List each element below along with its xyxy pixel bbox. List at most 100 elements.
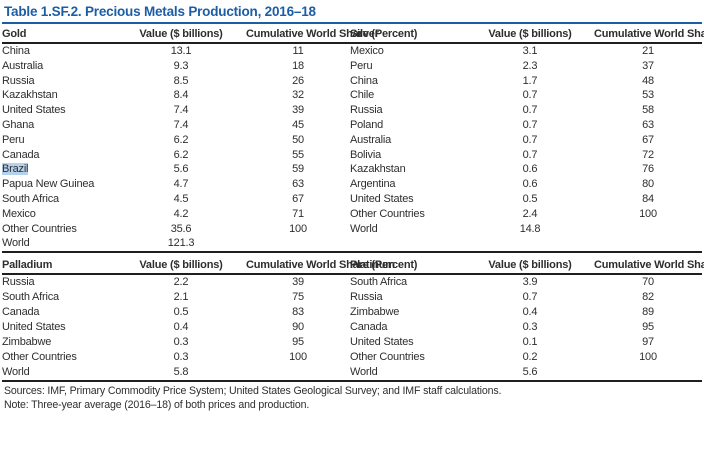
value-cell: 0.7 [466, 133, 594, 148]
share-cell: 70 [594, 274, 702, 290]
share-cell [594, 222, 702, 237]
country-cell: Zimbabwe [350, 305, 466, 320]
share-label: 50 [292, 133, 304, 146]
gold-silver-table: Gold Value ($ billions) Cumulative World… [2, 24, 704, 254]
share-label: 89 [642, 306, 654, 319]
table-row: Russia 2.2 39 South Africa 3.9 70 [2, 274, 702, 290]
country-cell: China [350, 74, 466, 89]
country-label: Peru [350, 59, 373, 72]
country-label: Chile [350, 89, 375, 102]
country-cell: Russia [2, 274, 116, 290]
value-label: 0.3 [173, 336, 189, 349]
value-cell: 2.4 [466, 207, 594, 222]
value-label: 0.5 [522, 192, 538, 205]
country-label: Zimbabwe [2, 336, 52, 349]
value-label: 0.5 [173, 306, 189, 319]
share-label: 67 [642, 133, 654, 146]
country-label: Canada [350, 321, 388, 334]
value-label: 13.1 [170, 45, 192, 57]
table-row: World 121.3 [2, 236, 702, 252]
value-cell: 0.3 [466, 320, 594, 335]
share-label: 95 [292, 336, 304, 349]
share-label: 82 [642, 291, 654, 304]
share-label: 100 [289, 351, 307, 364]
value-label: 5.6 [522, 366, 538, 379]
value-label: 0.4 [173, 321, 189, 334]
value-cell: 0.5 [116, 305, 246, 320]
value-label: 7.4 [173, 104, 189, 117]
country-label: Argentina [350, 178, 396, 191]
share-cell: 50 [246, 133, 350, 148]
value-cell: 14.8 [466, 222, 594, 237]
share-label: 71 [292, 207, 304, 220]
value-label: 4.5 [173, 192, 189, 205]
share-cell: 39 [246, 103, 350, 118]
country-cell: Mexico [350, 43, 466, 59]
col-header-gold-value: Value ($ billions) [116, 24, 246, 44]
country-cell: Other Countries [350, 207, 466, 222]
col-header-palladium-share: Cumulative World Share (Percent) [246, 253, 417, 276]
share-label: 18 [292, 59, 304, 72]
col-header-gold-share: Cumulative World Share (Percent) [246, 24, 417, 44]
col-header-silver-value: Value ($ billions) [466, 24, 594, 44]
value-cell: 0.4 [116, 320, 246, 335]
value-cell: 0.6 [466, 162, 594, 177]
country-cell: World [2, 236, 116, 252]
country-label: United States [2, 321, 66, 334]
share-label: 48 [642, 74, 654, 87]
country-cell: Chile [350, 88, 466, 103]
value-cell: 2.3 [466, 59, 594, 74]
share-cell: 80 [594, 177, 702, 192]
country-label: Russia [2, 74, 35, 87]
share-label: 53 [642, 89, 654, 102]
table-title: Table 1.SF.2. Precious Metals Production… [2, 2, 702, 24]
country-cell: Other Countries [350, 350, 466, 365]
value-cell: 0.3 [116, 350, 246, 365]
value-cell: 6.2 [116, 133, 246, 148]
share-label: 100 [289, 222, 307, 235]
country-cell: Peru [2, 133, 116, 148]
table-row: South Africa 4.5 67 United States 0.5 84 [2, 192, 702, 207]
country-cell: Argentina [350, 177, 466, 192]
value-cell: 2.1 [116, 290, 246, 305]
country-cell: Kazakhstan [2, 88, 116, 103]
value-label: 0.6 [522, 178, 538, 191]
share-label: 70 [642, 276, 654, 289]
table-row: World 5.8 World 5.6 [2, 365, 702, 381]
country-cell: Russia [2, 74, 116, 89]
country-cell: United States [2, 320, 116, 335]
country-cell: Papua New Guinea [2, 177, 116, 192]
col-header-platinum: Platinum [350, 253, 466, 276]
country-label: Russia [350, 291, 383, 304]
share-cell: 82 [594, 290, 702, 305]
country-label: Brazil [2, 163, 29, 176]
share-label: 26 [292, 74, 304, 87]
value-label: 0.3 [173, 351, 189, 364]
country-cell: China [2, 43, 116, 59]
value-cell: 6.2 [116, 148, 246, 163]
value-cell: 1.7 [466, 74, 594, 89]
value-cell: 35.6 [116, 222, 246, 237]
share-label: 59 [292, 163, 304, 176]
share-label: 75 [292, 291, 304, 304]
share-cell: 84 [594, 192, 702, 207]
col-header-palladium: Palladium [2, 253, 116, 276]
value-cell: 0.6 [466, 177, 594, 192]
value-label: 0.7 [522, 133, 538, 146]
table-row: Canada 0.5 83 Zimbabwe 0.4 89 [2, 305, 702, 320]
country-label: Kazakhstan [2, 89, 58, 102]
share-label: 72 [642, 148, 654, 161]
col-header-silver-share: Cumulative World Share (Percent) [594, 24, 704, 44]
country-label: South Africa [350, 276, 407, 289]
country-label: Mexico [2, 207, 36, 220]
value-label: 9.3 [173, 59, 189, 72]
value-label: 0.7 [522, 89, 538, 102]
table-row: Kazakhstan 8.4 32 Chile 0.7 53 [2, 88, 702, 103]
table-row: South Africa 2.1 75 Russia 0.7 82 [2, 290, 702, 305]
value-cell: 9.3 [116, 59, 246, 74]
share-label: 21 [642, 45, 654, 57]
country-cell: Russia [350, 103, 466, 118]
table-row: China 13.1 11 Mexico 3.1 21 [2, 43, 702, 59]
share-label: 39 [292, 276, 304, 289]
share-label: 32 [292, 89, 304, 102]
